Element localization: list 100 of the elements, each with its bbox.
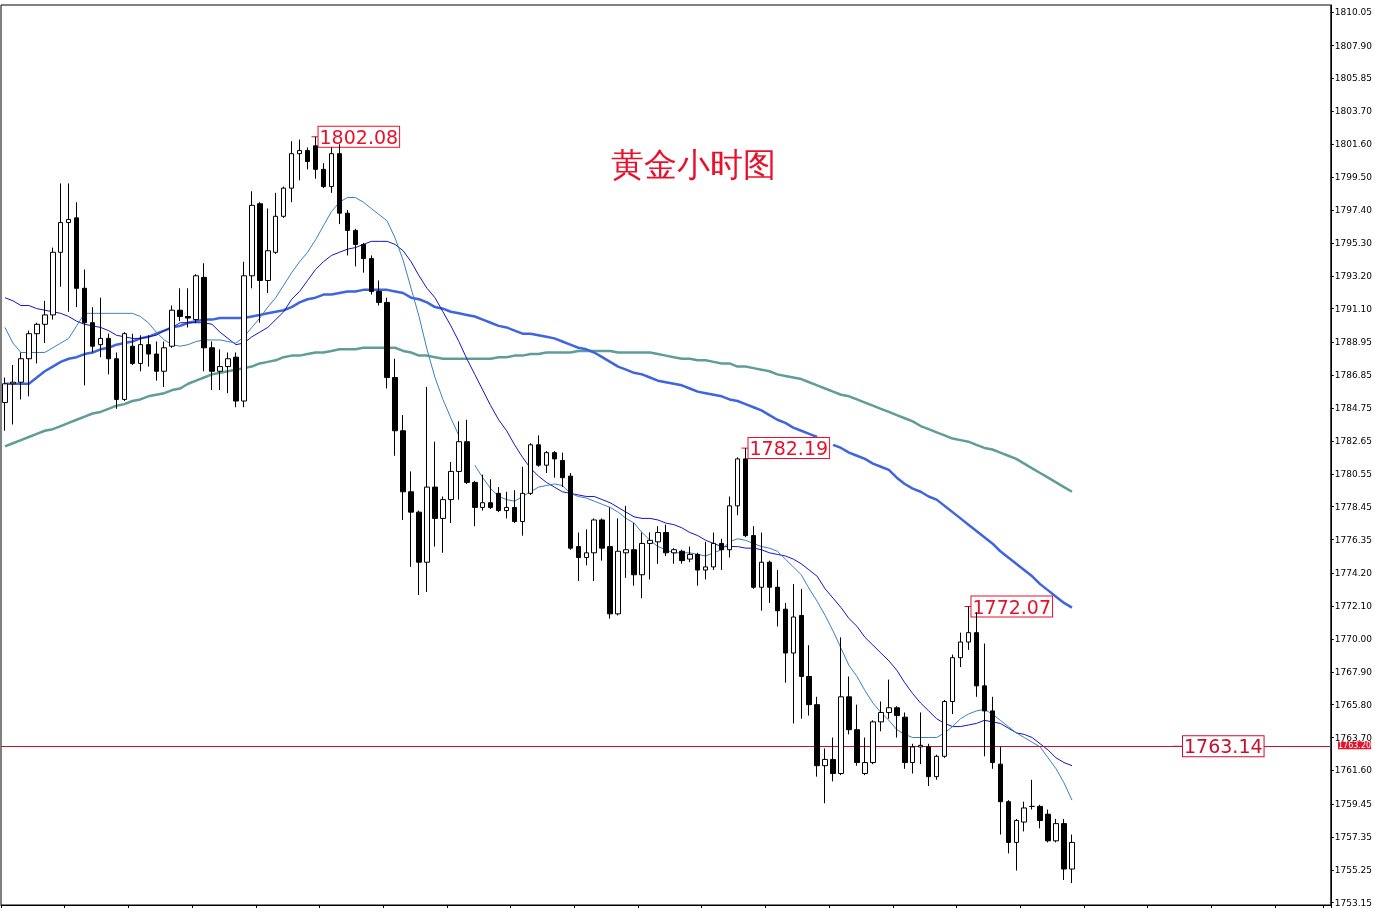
candlestick bbox=[58, 182, 63, 288]
candlestick bbox=[799, 588, 804, 720]
candlestick bbox=[576, 531, 581, 582]
y-tick-label: 1753.15 bbox=[1334, 897, 1372, 908]
candlestick bbox=[18, 351, 24, 400]
candlestick bbox=[74, 201, 79, 308]
candlestick bbox=[607, 506, 613, 620]
candlestick bbox=[472, 480, 478, 527]
candlestick bbox=[950, 654, 955, 715]
y-tick-label: 1791.10 bbox=[1334, 303, 1373, 314]
candlestick bbox=[687, 546, 693, 563]
y-tick-label: 1786.85 bbox=[1334, 370, 1372, 381]
candlestick bbox=[886, 679, 892, 720]
candlestick bbox=[719, 538, 724, 571]
candlestick bbox=[456, 420, 462, 501]
candlestick bbox=[440, 495, 446, 554]
candlestick bbox=[138, 334, 143, 372]
candlestick bbox=[655, 525, 661, 565]
y-tick-label: 1780.55 bbox=[1334, 468, 1372, 479]
candlestick bbox=[273, 192, 278, 255]
candlestick bbox=[806, 644, 812, 717]
candlestick bbox=[424, 386, 430, 593]
candlestick bbox=[783, 602, 788, 684]
candlestick bbox=[998, 746, 1003, 836]
y-tick-label: 1770.00 bbox=[1334, 633, 1373, 644]
y-tick-label: 1793.20 bbox=[1334, 270, 1373, 281]
candlestick bbox=[305, 146, 310, 170]
candlestick bbox=[560, 452, 565, 488]
candlestick bbox=[862, 737, 868, 776]
candlestick bbox=[639, 531, 645, 599]
candlestick bbox=[345, 209, 350, 256]
candlestick bbox=[225, 351, 231, 394]
y-tick-label: 1778.45 bbox=[1334, 501, 1372, 512]
y-tick-label: 1763.70 bbox=[1334, 732, 1373, 743]
candlestick bbox=[615, 517, 621, 616]
candlestick bbox=[1021, 801, 1027, 832]
text: 黄金小时图 bbox=[611, 145, 776, 184]
candlestick bbox=[894, 705, 900, 739]
candlestick bbox=[830, 737, 836, 782]
candlestick bbox=[703, 541, 708, 580]
y-tick-label: 1755.25 bbox=[1334, 864, 1372, 875]
candlestick bbox=[1006, 799, 1011, 854]
candlestick bbox=[98, 297, 103, 358]
y-tick-label: 1776.35 bbox=[1334, 534, 1372, 545]
candlestick bbox=[361, 242, 366, 274]
y-tick-label: 1807.90 bbox=[1334, 40, 1373, 51]
candlestick bbox=[544, 450, 549, 474]
candlestick bbox=[488, 478, 493, 510]
candlestick bbox=[90, 306, 95, 353]
candlestick bbox=[838, 636, 844, 776]
candlestick bbox=[591, 517, 597, 582]
candlestick bbox=[926, 743, 931, 787]
y-tick-label: 1759.45 bbox=[1334, 799, 1372, 810]
candlestick bbox=[384, 297, 390, 389]
ref-line-label: 1763.14 bbox=[1184, 735, 1263, 758]
candlestick bbox=[130, 333, 135, 366]
candlestick bbox=[878, 701, 884, 732]
candlestick bbox=[552, 450, 557, 479]
candlestick bbox=[369, 254, 374, 296]
y-tick-label: 1761.60 bbox=[1334, 765, 1373, 776]
candlestick bbox=[671, 547, 677, 565]
candlestick bbox=[727, 495, 732, 559]
annotation: 1782.19 bbox=[749, 437, 829, 460]
candlestick bbox=[1014, 818, 1019, 872]
candlestick bbox=[918, 711, 923, 765]
y-tick-label: 1774.20 bbox=[1334, 568, 1373, 579]
candlestick bbox=[735, 456, 740, 516]
candlestick bbox=[106, 333, 111, 375]
candlestick bbox=[161, 341, 167, 388]
y-tick-label: 1767.90 bbox=[1334, 666, 1373, 677]
candlestick bbox=[201, 262, 207, 372]
candlestick bbox=[233, 351, 239, 408]
candlestick bbox=[416, 510, 422, 596]
candlestick bbox=[122, 331, 127, 402]
candlestick bbox=[599, 517, 605, 562]
candlestick bbox=[337, 143, 342, 225]
candlestick bbox=[854, 704, 860, 767]
candlestick bbox=[1069, 834, 1075, 884]
candlestick bbox=[631, 522, 637, 587]
candlestick bbox=[265, 207, 271, 294]
candlestick bbox=[353, 228, 358, 267]
y-tick-label: 1788.95 bbox=[1334, 337, 1372, 348]
candlestick bbox=[870, 719, 876, 765]
candlestick bbox=[647, 531, 653, 580]
candlestick bbox=[791, 583, 796, 724]
candlestick bbox=[281, 186, 286, 219]
candlestick bbox=[480, 474, 485, 512]
candlestick bbox=[775, 569, 780, 627]
candlestick bbox=[1037, 804, 1043, 829]
candlestick bbox=[400, 414, 406, 521]
candlestick bbox=[241, 261, 247, 408]
candlestick bbox=[934, 754, 939, 781]
candlestick bbox=[767, 560, 772, 604]
candlestick bbox=[679, 549, 685, 565]
candlestick bbox=[902, 711, 908, 770]
candlestick bbox=[432, 441, 438, 548]
candlestick bbox=[1029, 779, 1035, 811]
candlestick bbox=[50, 247, 56, 321]
y-tick-label: 1810.05 bbox=[1334, 7, 1372, 18]
candlestick bbox=[1061, 818, 1067, 881]
